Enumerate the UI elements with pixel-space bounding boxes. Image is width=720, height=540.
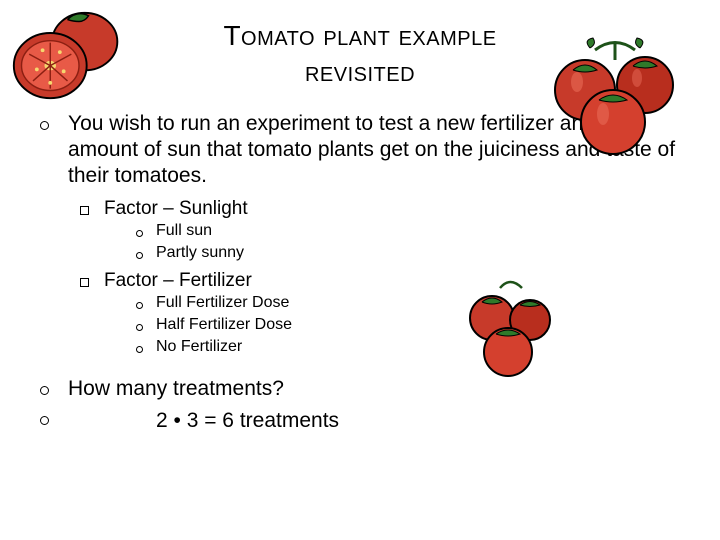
level-full-sun: Full sun [136, 222, 680, 242]
level-text: Full sun [156, 222, 212, 240]
question-text: How many treatments? [68, 376, 284, 402]
hollow-circle-icon [40, 406, 68, 430]
tomato-small-cluster-clipart [450, 270, 570, 390]
hollow-square-icon [80, 270, 104, 290]
level-text: Half Fertilizer Dose [156, 316, 292, 334]
hollow-circle-icon [136, 222, 156, 242]
hollow-circle-icon [136, 244, 156, 264]
level-text: No Fertilizer [156, 338, 242, 356]
question-bullet: How many treatments? [40, 376, 680, 402]
hollow-square-icon [80, 198, 104, 218]
level-half-dose: Half Fertilizer Dose [136, 316, 680, 336]
factor-fertilizer: Factor – Fertilizer [80, 270, 680, 292]
factor-fertilizer-label: Factor – Fertilizer [104, 270, 252, 292]
answer-text: 2 • 3 = 6 treatments [156, 408, 339, 434]
factor-sunlight-label: Factor – Sunlight [104, 198, 248, 220]
title-line-1: Tomato plant example [223, 20, 496, 51]
level-text: Partly sunny [156, 244, 244, 262]
tomato-cluster-clipart [535, 30, 695, 160]
answer-bullet: 2 • 3 = 6 treatments [40, 406, 680, 434]
hollow-circle-icon [136, 316, 156, 336]
title-line-2: revisited [305, 56, 415, 87]
hollow-circle-icon [136, 294, 156, 314]
level-full-dose: Full Fertilizer Dose [136, 294, 680, 314]
hollow-circle-icon [40, 111, 68, 135]
level-text: Full Fertilizer Dose [156, 294, 289, 312]
factor-sunlight: Factor – Sunlight [80, 198, 680, 220]
hollow-circle-icon [40, 376, 68, 400]
level-no-fertilizer: No Fertilizer [136, 338, 680, 358]
tomato-slice-clipart [10, 6, 125, 106]
level-partly-sunny: Partly sunny [136, 244, 680, 264]
hollow-circle-icon [136, 338, 156, 358]
